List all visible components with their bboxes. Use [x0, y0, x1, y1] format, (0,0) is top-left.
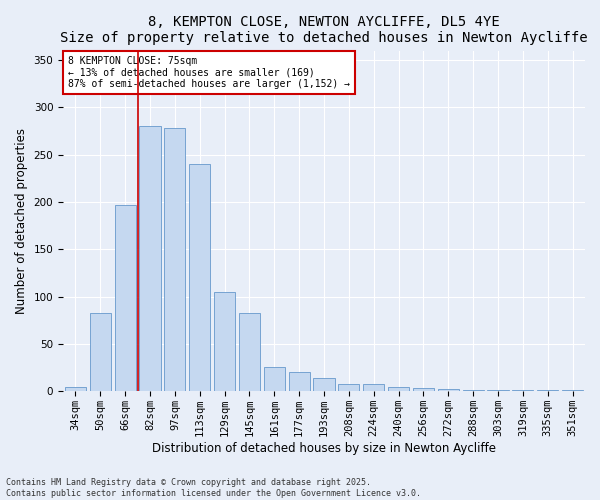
Bar [338, 384, 359, 392]
X-axis label: Distribution of detached houses by size in Newton Aycliffe: Distribution of detached houses by size … [152, 442, 496, 455]
Bar [413, 388, 434, 392]
Bar [239, 312, 260, 392]
Bar [65, 386, 86, 392]
Bar [463, 390, 484, 392]
Bar [264, 366, 285, 392]
Bar [164, 128, 185, 392]
Bar [537, 390, 558, 392]
Bar [487, 390, 509, 392]
Bar [189, 164, 210, 392]
Text: 8 KEMPTON CLOSE: 75sqm
← 13% of detached houses are smaller (169)
87% of semi-de: 8 KEMPTON CLOSE: 75sqm ← 13% of detached… [68, 56, 350, 89]
Bar [562, 390, 583, 392]
Bar [512, 390, 533, 392]
Bar [438, 390, 459, 392]
Title: 8, KEMPTON CLOSE, NEWTON AYCLIFFE, DL5 4YE
Size of property relative to detached: 8, KEMPTON CLOSE, NEWTON AYCLIFFE, DL5 4… [60, 15, 588, 45]
Bar [214, 292, 235, 392]
Bar [90, 312, 111, 392]
Y-axis label: Number of detached properties: Number of detached properties [15, 128, 28, 314]
Bar [388, 386, 409, 392]
Bar [115, 205, 136, 392]
Bar [289, 372, 310, 392]
Bar [313, 378, 335, 392]
Text: Contains HM Land Registry data © Crown copyright and database right 2025.
Contai: Contains HM Land Registry data © Crown c… [6, 478, 421, 498]
Bar [139, 126, 161, 392]
Bar [363, 384, 384, 392]
